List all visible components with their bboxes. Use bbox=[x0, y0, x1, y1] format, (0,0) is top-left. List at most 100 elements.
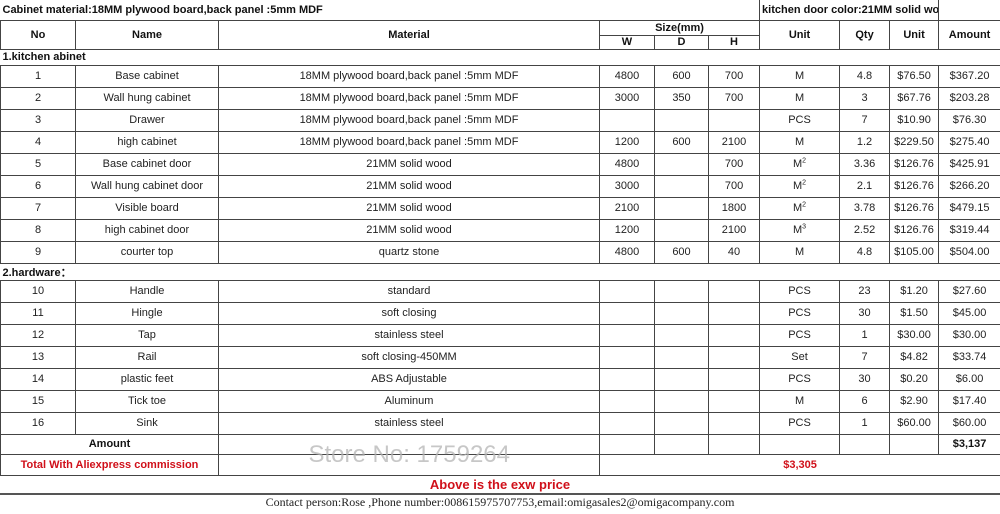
unit-text: M bbox=[794, 395, 805, 407]
cell-d bbox=[654, 411, 709, 435]
no-text: 6 bbox=[34, 180, 42, 192]
cell-name: Sink bbox=[75, 411, 219, 435]
door-color-note: kitchen door color:21MM solid wood bbox=[759, 0, 940, 21]
cell-d bbox=[654, 301, 709, 325]
section-hardware: 2.hardware： bbox=[0, 262, 1000, 281]
unit-text: M bbox=[794, 246, 805, 258]
name-text: Wall hung cabinet door bbox=[90, 180, 204, 192]
unit-text: M bbox=[792, 202, 803, 214]
cell-material: 21MM solid wood bbox=[218, 174, 600, 198]
cell-d bbox=[654, 196, 709, 220]
qty-text: 30 bbox=[858, 307, 871, 319]
cell-price: $126.76 bbox=[889, 174, 940, 198]
no-text: 10 bbox=[31, 285, 45, 297]
cell-name: high cabinet door bbox=[75, 218, 219, 242]
w-text: 3000 bbox=[614, 92, 640, 104]
cell-unit: M bbox=[759, 130, 841, 154]
price-text: $4.82 bbox=[900, 351, 928, 363]
cell-unit: M2 bbox=[759, 196, 841, 220]
cell-d bbox=[654, 389, 709, 413]
amount-text: $425.91 bbox=[949, 158, 990, 170]
cell-w: 4800 bbox=[599, 152, 655, 176]
cell-d bbox=[654, 279, 709, 303]
table-row: 10 Handle standard PCS 23 $1.20 $27.60 bbox=[0, 279, 1000, 303]
h-text: 700 bbox=[724, 70, 744, 82]
qty-text: 1 bbox=[861, 417, 868, 429]
qty-text: 6 bbox=[861, 395, 868, 407]
price-text: $2.90 bbox=[900, 395, 928, 407]
cell-qty: 30 bbox=[839, 301, 891, 325]
material-text: stainless steel bbox=[374, 417, 444, 429]
cell-no: 4 bbox=[0, 130, 76, 154]
header-h: H bbox=[707, 34, 761, 50]
cell-amount: $479.15 bbox=[938, 196, 1000, 220]
cell-w: 1200 bbox=[599, 130, 655, 154]
cell-no: 5 bbox=[0, 152, 76, 176]
material-text: 21MM solid wood bbox=[366, 224, 452, 236]
unit-text: M bbox=[792, 158, 803, 170]
price-text: $105.00 bbox=[894, 246, 934, 258]
w-text: 1200 bbox=[614, 224, 640, 236]
no-text: 7 bbox=[34, 202, 42, 214]
cell-d bbox=[654, 367, 709, 391]
unit-text: M bbox=[794, 70, 805, 82]
cell-h bbox=[707, 323, 761, 347]
h-text: 2100 bbox=[721, 136, 747, 148]
cell-d: 600 bbox=[654, 130, 709, 154]
header-material: Material bbox=[218, 19, 600, 50]
table-row: 6 Wall hung cabinet door 21MM solid wood 30… bbox=[0, 174, 1000, 198]
no-text: 13 bbox=[31, 351, 45, 363]
cell-d: 350 bbox=[654, 86, 709, 110]
table-row: 12 Tap stainless steel PCS 1 $30.00 $30.00 bbox=[0, 323, 1000, 347]
unit-text: PCS bbox=[788, 329, 811, 341]
commission-label: Total With Aliexpress commission bbox=[0, 453, 219, 476]
cell-name: Hingle bbox=[75, 301, 219, 325]
cell-unit: M bbox=[759, 240, 841, 264]
cell-unit: M bbox=[759, 86, 841, 110]
cell-material: 21MM solid wood bbox=[218, 152, 600, 176]
cell-qty: 3 bbox=[839, 86, 891, 110]
contact-info: Contact person:Rose ,Phone number:008615… bbox=[0, 492, 1000, 509]
name-text: Tick toe bbox=[127, 395, 167, 407]
cell-w: 4800 bbox=[599, 64, 655, 88]
h-text: 700 bbox=[724, 158, 744, 170]
cell-h: 2100 bbox=[707, 130, 761, 154]
cell-d bbox=[654, 218, 709, 242]
cell-amount: $203.28 bbox=[938, 86, 1000, 110]
header-unit-price: Unit bbox=[889, 19, 940, 50]
cell-no: 16 bbox=[0, 411, 76, 435]
cell-w bbox=[599, 411, 655, 435]
cell-h: 40 bbox=[707, 240, 761, 264]
no-text: 4 bbox=[34, 136, 42, 148]
unit-text: PCS bbox=[788, 307, 811, 319]
price-text: $30.00 bbox=[897, 329, 931, 341]
cell-amount: $319.44 bbox=[938, 218, 1000, 242]
cell-unit: M2 bbox=[759, 152, 841, 176]
price-text: $0.20 bbox=[900, 373, 928, 385]
header-d: D bbox=[654, 34, 709, 50]
price-text: $126.76 bbox=[894, 202, 934, 214]
qty-text: 1.2 bbox=[856, 136, 873, 148]
table-row: 11 Hingle soft closing PCS 30 $1.50 $45.00 bbox=[0, 301, 1000, 325]
cell-d bbox=[654, 174, 709, 198]
amount-text: $203.28 bbox=[949, 92, 990, 104]
header-name: Name bbox=[75, 19, 219, 50]
qty-text: 3.78 bbox=[853, 202, 876, 214]
cell-price: $1.50 bbox=[889, 301, 940, 325]
cell-name: Tick toe bbox=[75, 389, 219, 413]
material-text: 18MM plywood board,back panel :5mm MDF bbox=[299, 70, 519, 82]
cell-amount: $33.74 bbox=[938, 345, 1000, 369]
amount-text: $319.44 bbox=[949, 224, 990, 236]
price-text: $229.50 bbox=[894, 136, 934, 148]
cell-name: Drawer bbox=[75, 108, 219, 132]
cell-amount: $60.00 bbox=[938, 411, 1000, 435]
material-text: 21MM solid wood bbox=[366, 180, 452, 192]
material-text: Aluminum bbox=[384, 395, 434, 407]
unit-text: PCS bbox=[788, 417, 811, 429]
cell-price: $2.90 bbox=[889, 389, 940, 413]
unit-text: M bbox=[792, 224, 803, 236]
cell-name: Tap bbox=[75, 323, 219, 347]
cell-material: 18MM plywood board,back panel :5mm MDF bbox=[218, 130, 600, 154]
name-text: plastic feet bbox=[120, 373, 174, 385]
cell-qty: 3.78 bbox=[839, 196, 891, 220]
